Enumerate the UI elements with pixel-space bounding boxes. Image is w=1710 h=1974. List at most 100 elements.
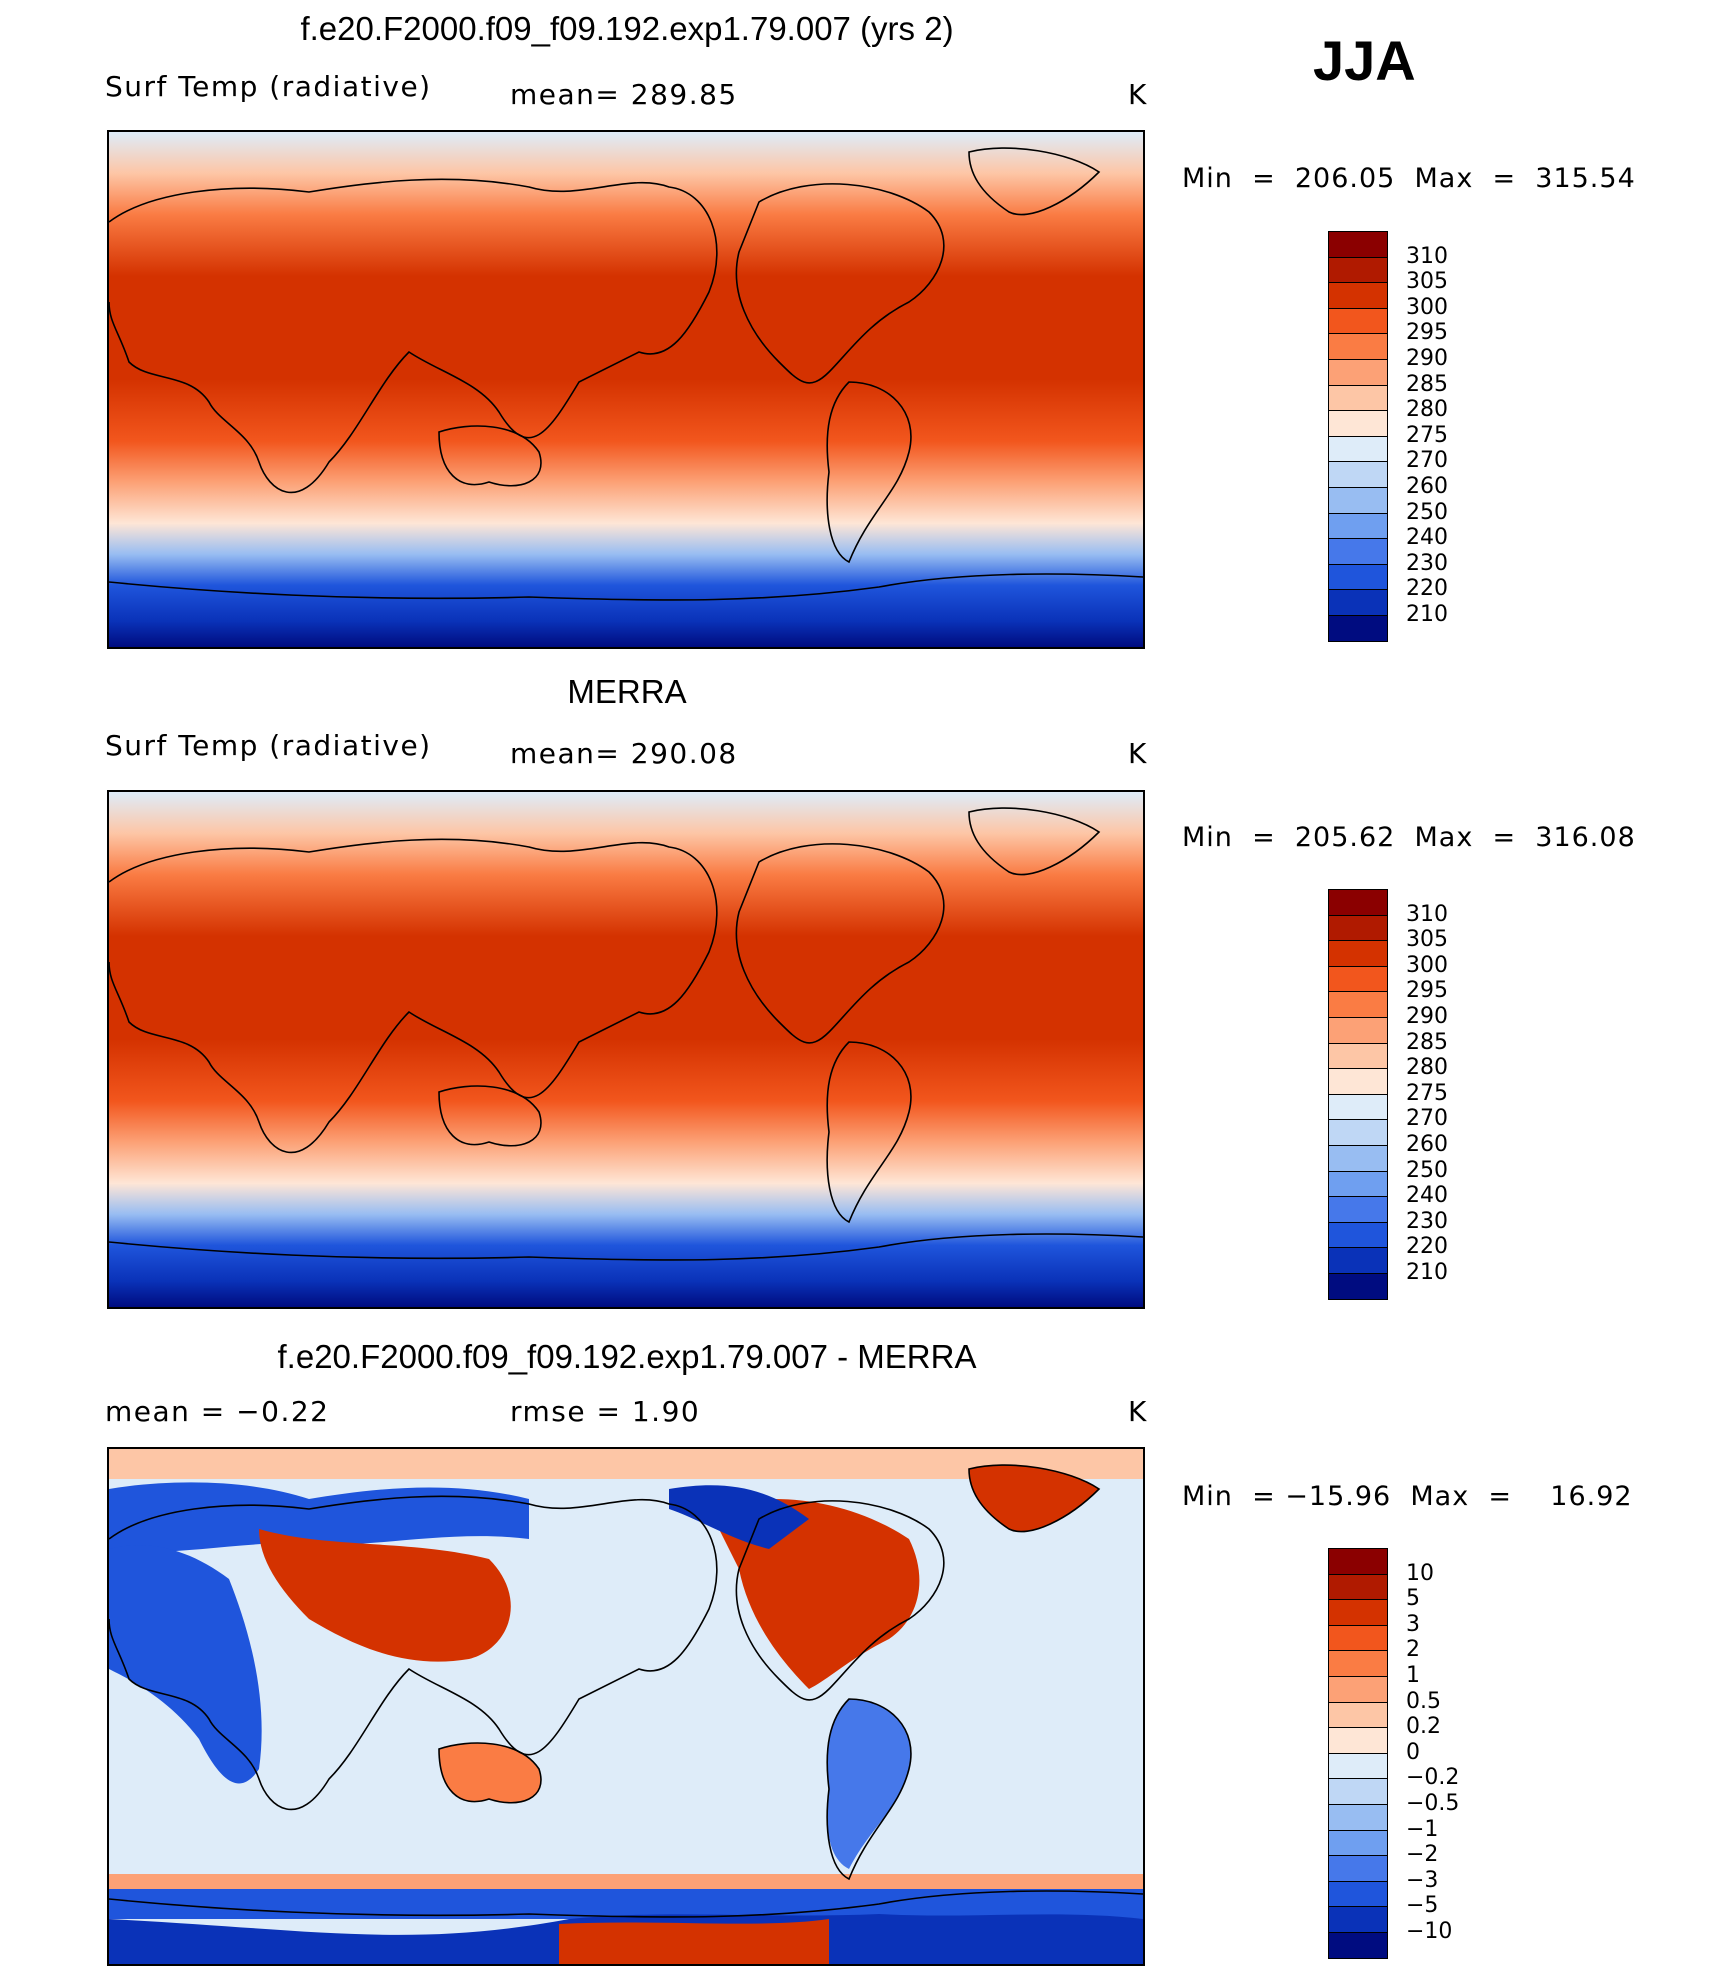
colorbar-tick-label: 230 xyxy=(1406,1208,1448,1234)
colorbar-tick-label: 10 xyxy=(1406,1560,1434,1586)
panel3-units: K xyxy=(1128,1395,1148,1428)
colorbar-tick-label: 290 xyxy=(1406,1004,1448,1029)
colorbar-tick-label: 0.2 xyxy=(1406,1714,1441,1740)
colorbar-cell xyxy=(1328,307,1388,335)
colorbar-cell xyxy=(1328,461,1388,488)
colorbar-cell xyxy=(1328,359,1388,386)
north-america-outline xyxy=(735,843,945,1044)
panel2-map xyxy=(107,790,1145,1309)
colorbar-tick-label: −0.2 xyxy=(1406,1765,1460,1791)
colorbar-cell xyxy=(1328,1778,1388,1805)
colorbar-cell xyxy=(1328,1068,1388,1095)
colorbar-tick-label: 250 xyxy=(1406,1157,1448,1183)
colorbar-tick-label: 210 xyxy=(1406,602,1448,627)
colorbar-tick-label: 285 xyxy=(1406,371,1448,397)
colorbar-tick-label: 0.5 xyxy=(1406,1688,1441,1714)
colorbar-cell xyxy=(1328,1196,1388,1223)
colorbar-tick-label: 230 xyxy=(1406,550,1448,576)
colorbar-cell xyxy=(1328,1932,1388,1959)
colorbar-cell xyxy=(1328,410,1388,437)
colorbar-tick-label: 310 xyxy=(1406,901,1448,927)
colorbar-cell xyxy=(1328,1273,1388,1300)
colorbar-tick-label: 275 xyxy=(1406,422,1448,448)
panel3-minmax: Min = −15.96 Max = 16.92 xyxy=(1182,1481,1633,1512)
panel1-map xyxy=(107,130,1145,649)
colorbar-cell xyxy=(1328,889,1388,916)
colorbar-cell xyxy=(1328,1145,1388,1172)
colorbar-tick-label: 300 xyxy=(1406,294,1448,320)
north-america-outline xyxy=(735,183,945,384)
panel2-variable-label: Surf Temp (radiative) xyxy=(105,729,432,762)
greenland-outline xyxy=(968,1464,1101,1533)
colorbar-tick-label: 280 xyxy=(1406,397,1448,423)
colorbar-tick-label: 220 xyxy=(1406,1234,1448,1260)
colorbar-tick-label: 210 xyxy=(1406,1260,1448,1285)
colorbar-cell xyxy=(1328,538,1388,565)
north-america-outline xyxy=(735,1500,945,1701)
antarctica-outline xyxy=(109,1890,1143,1918)
colorbar-cell xyxy=(1328,1752,1388,1780)
colorbar-cell xyxy=(1328,512,1388,540)
colorbar-cell xyxy=(1328,1624,1388,1652)
panel1-title: f.e20.F2000.f09_f09.192.exp1.79.007 (yrs… xyxy=(300,10,954,47)
colorbar-cell xyxy=(1328,991,1388,1018)
colorbar-cell xyxy=(1328,1017,1388,1044)
greenland-outline xyxy=(968,147,1101,216)
panel3-rmse-label: rmse = 1.90 xyxy=(510,1395,701,1428)
colorbar-cell xyxy=(1328,1093,1388,1121)
colorbar-tick-label: 300 xyxy=(1406,952,1448,978)
colorbar-tick-label: 240 xyxy=(1406,525,1448,551)
colorbar-cell xyxy=(1328,487,1388,514)
colorbar-tick-label: 310 xyxy=(1406,243,1448,269)
colorbar-cell xyxy=(1328,563,1388,591)
panel1-colorbar: 310 305 300 295 290 285 280 275 270 260 250 240 230 2… xyxy=(1328,231,1448,642)
colorbar-tick-label: 3 xyxy=(1406,1611,1420,1637)
colorbar-tick-label: −1 xyxy=(1406,1816,1439,1842)
colorbar-tick-label: 2 xyxy=(1406,1637,1420,1663)
colorbar-cell xyxy=(1328,965,1388,993)
colorbar-cell xyxy=(1328,435,1388,463)
greenland-outline xyxy=(968,807,1101,876)
australia-outline xyxy=(438,1085,542,1147)
colorbar-tick-label: 0 xyxy=(1406,1739,1420,1765)
colorbar-tick-label: 250 xyxy=(1406,499,1448,525)
colorbar-cell xyxy=(1328,1880,1388,1908)
panel2-colorbar: 310 305 300 295 290 285 280 275 270 260 250 240 230 2… xyxy=(1328,889,1448,1300)
colorbar-cell xyxy=(1328,1548,1388,1575)
colorbar-cell xyxy=(1328,1701,1388,1729)
colorbar-tick-label: −2 xyxy=(1406,1842,1439,1868)
colorbar-tick-label: −3 xyxy=(1406,1867,1439,1893)
eurasia-africa-outline xyxy=(109,178,718,494)
colorbar-tick-label: 295 xyxy=(1406,320,1448,346)
season-label: JJA xyxy=(1313,29,1416,92)
colorbar-cell xyxy=(1328,1906,1388,1933)
colorbar-cell xyxy=(1328,256,1388,284)
south-america-outline xyxy=(826,381,912,564)
colorbar-tick-label: 305 xyxy=(1406,927,1448,953)
eurasia-africa-outline xyxy=(109,838,718,1154)
colorbar-cell xyxy=(1328,333,1388,360)
colorbar-cell xyxy=(1328,1855,1388,1882)
colorbar-cell xyxy=(1328,1804,1388,1831)
panel3-map xyxy=(107,1447,1145,1966)
panel2-map-svg xyxy=(109,792,1143,1307)
panel3-mean-label: mean = −0.22 xyxy=(105,1395,330,1428)
south-america-outline xyxy=(826,1041,912,1224)
colorbar-tick-label: 285 xyxy=(1406,1029,1448,1055)
colorbar-cell xyxy=(1328,384,1388,412)
panel2-units: K xyxy=(1128,737,1148,770)
colorbar-cell xyxy=(1328,1221,1388,1249)
eurasia-africa-outline xyxy=(109,1495,718,1811)
colorbar-tick-label: 275 xyxy=(1406,1080,1448,1106)
colorbar-tick-label: 280 xyxy=(1406,1055,1448,1081)
colorbar-tick-label: 260 xyxy=(1406,1132,1448,1157)
colorbar-tick-label: 240 xyxy=(1406,1183,1448,1209)
antarctica-outline xyxy=(109,573,1143,601)
panel2-minmax: Min = 205.62 Max = 316.08 xyxy=(1182,822,1636,853)
colorbar-cell xyxy=(1328,940,1388,967)
colorbar-cell xyxy=(1328,1676,1388,1703)
colorbar-cell xyxy=(1328,1247,1388,1274)
panel3-title: f.e20.F2000.f09_f09.192.exp1.79.007 - ME… xyxy=(277,1338,977,1375)
colorbar-cell xyxy=(1328,282,1388,309)
colorbar-cell xyxy=(1328,914,1388,942)
